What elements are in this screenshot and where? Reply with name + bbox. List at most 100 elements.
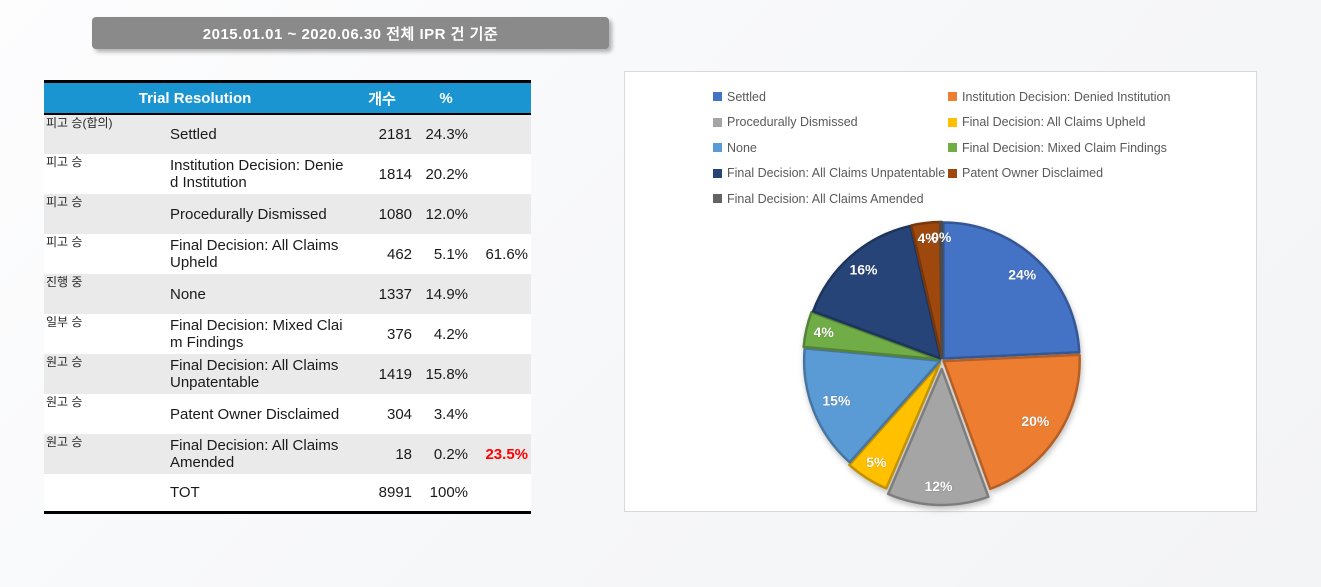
row-category-label: 피고 승 — [46, 195, 83, 209]
row-subtotal-value — [474, 474, 532, 511]
row-count-value: 1337 — [346, 274, 419, 314]
row-count-value: 1080 — [346, 194, 419, 234]
header-extra — [474, 83, 532, 115]
chart-legend: Settled Institution Decision: Denied Ins… — [713, 84, 1170, 212]
row-count-value: 1419 — [346, 354, 419, 394]
pie-slice — [939, 220, 944, 360]
row-resolution-label: Final Decision: All Claims Upheld — [170, 234, 347, 274]
row-subtotal-value — [474, 154, 532, 194]
legend-swatch-icon — [948, 168, 957, 178]
pie-slice — [886, 367, 990, 507]
row-count-value: 8991 — [346, 474, 419, 511]
legend-label: Institution Decision: Denied Institution — [962, 89, 1171, 104]
row-subtotal-value — [474, 354, 532, 394]
table-row: 피고 승 Final Decision: All Claims Upheld 4… — [44, 234, 532, 274]
legend-item: None — [713, 141, 948, 155]
row-category-label: 원고 승 — [46, 435, 83, 449]
legend-label: Procedurally Dismissed — [727, 115, 858, 130]
legend-swatch-icon — [948, 117, 957, 127]
row-category-label: 원고 승 — [46, 395, 83, 409]
legend-label: Final Decision: All Claims Unpatentable — [727, 166, 946, 181]
row-count-value: 18 — [346, 434, 419, 474]
row-percent-value: 0.2% — [418, 434, 475, 474]
pie-slice — [942, 221, 1081, 360]
row-count-value: 376 — [346, 314, 419, 354]
row-percent-value: 20.2% — [418, 154, 475, 194]
title-banner-text: 2015.01.01 ~ 2020.06.30 전체 IPR 건 기준 — [202, 25, 499, 43]
legend-label: Settled — [727, 89, 766, 104]
row-category-label — [44, 474, 170, 476]
row-resolution-label: None — [170, 274, 347, 314]
legend-item: Procedurally Dismissed — [713, 115, 948, 129]
legend-label: Patent Owner Disclaimed — [962, 166, 1104, 181]
table-row: 원고 승 Final Decision: All Claims Amended … — [44, 434, 532, 474]
table-row: 원고 승 Final Decision: All Claims Unpatent… — [44, 354, 532, 394]
row-subtotal-value — [474, 114, 532, 154]
row-percent-value: 100% — [418, 474, 475, 511]
pie-slice-label: 16% — [849, 261, 878, 277]
pie-chart: 24%20%12%5%15%4%16%4%0% — [802, 220, 1081, 507]
pie-slice-label: 15% — [822, 392, 851, 408]
row-category-label: 일부 승 — [46, 315, 83, 329]
legend-swatch-icon — [713, 168, 722, 178]
pie-slice — [848, 362, 942, 490]
table-row: 원고 승 Patent Owner Disclaimed 304 3.4% — [44, 394, 532, 434]
row-category-label: 피고 승 — [46, 235, 83, 249]
pie-slice — [942, 353, 1081, 491]
legend-item: Settled — [713, 90, 948, 104]
row-resolution-label: TOT — [170, 474, 347, 511]
table-row: 일부 승 Final Decision: Mixed Claim Finding… — [44, 314, 532, 354]
title-banner: 2015.01.01 ~ 2020.06.30 전체 IPR 건 기준 — [92, 17, 609, 49]
row-percent-value: 14.9% — [418, 274, 475, 314]
legend-item: Final Decision: Mixed Claim Findings — [948, 141, 1170, 155]
table-row: 피고 승 Procedurally Dismissed 1080 12.0% — [44, 194, 532, 234]
pie-slice — [802, 347, 942, 464]
table-row: TOT 8991 100% — [44, 474, 532, 511]
row-count-value: 1814 — [346, 154, 419, 194]
legend-swatch-icon — [713, 117, 722, 127]
row-resolution-label: Final Decision: Mixed Claim Findings — [170, 314, 347, 354]
legend-label: Final Decision: All Claims Upheld — [962, 115, 1146, 130]
row-subtotal-value: 61.6% — [474, 234, 532, 274]
row-count-value: 462 — [346, 234, 419, 274]
legend-item: Final Decision: All Claims Unpatentable — [713, 166, 948, 180]
legend-item: Final Decision: All Claims Amended — [713, 192, 948, 206]
legend-swatch-icon — [948, 143, 957, 153]
legend-label: Final Decision: Mixed Claim Findings — [962, 140, 1167, 155]
legend-item: Final Decision: All Claims Upheld — [948, 115, 1170, 129]
pie-slice-label: 0% — [931, 229, 952, 245]
row-resolution-label: Institution Decision: Denied Institution — [170, 154, 347, 194]
pie-slice-label: 5% — [866, 454, 887, 470]
legend-label: None — [727, 140, 757, 155]
pie-slice-label: 4% — [814, 324, 835, 340]
row-percent-value: 4.2% — [418, 314, 475, 354]
row-percent-value: 15.8% — [418, 354, 475, 394]
row-subtotal-value — [474, 274, 532, 314]
row-resolution-label: Settled — [170, 114, 347, 154]
pie-slice-label: 24% — [1008, 267, 1037, 283]
row-resolution-label: Final Decision: All Claims Amended — [170, 434, 347, 474]
row-percent-value: 3.4% — [418, 394, 475, 434]
row-subtotal-value — [474, 314, 532, 354]
legend-swatch-icon — [713, 143, 722, 153]
row-count-value: 2181 — [346, 114, 419, 154]
table-row: 피고 승(합의) Settled 2181 24.3% — [44, 114, 532, 154]
row-category-label: 진행 중 — [46, 275, 83, 289]
row-resolution-label: Final Decision: All Claims Unpatentable — [170, 354, 347, 394]
legend-swatch-icon — [948, 92, 957, 102]
table-row: 진행 중 None 1337 14.9% — [44, 274, 532, 314]
row-percent-value: 5.1% — [418, 234, 475, 274]
row-category-label: 피고 승(합의) — [46, 116, 113, 130]
header-count: 개수 — [346, 83, 419, 115]
row-resolution-label: Procedurally Dismissed — [170, 194, 347, 234]
row-percent-value: 12.0% — [418, 194, 475, 234]
pie-slice-label: 4% — [917, 230, 938, 246]
row-subtotal-value — [474, 394, 532, 434]
legend-item: Institution Decision: Denied Institution — [948, 90, 1170, 104]
pie-slice-label: 12% — [924, 478, 953, 494]
header-percent: % — [418, 83, 475, 115]
pie-chart-panel: Settled Institution Decision: Denied Ins… — [624, 71, 1257, 512]
row-subtotal-value — [474, 194, 532, 234]
pie-slice — [802, 310, 941, 361]
